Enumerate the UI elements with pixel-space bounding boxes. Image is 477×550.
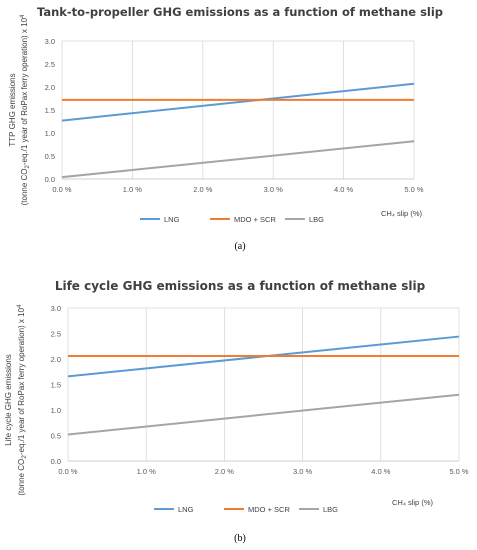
y-tick-label: 0.0 xyxy=(51,457,61,466)
chart-title: Life cycle GHG emissions as a function o… xyxy=(55,279,426,293)
x-axis-label: CH₄ slip (%) xyxy=(392,498,433,507)
x-tick-label: 0.0 % xyxy=(52,185,72,194)
x-tick-label: 0.0 % xyxy=(58,467,78,476)
y-axis-label-line1: Life cycle GHG emissions xyxy=(4,354,13,446)
y-tick-label: 1.0 xyxy=(51,406,61,415)
legend: LNG MDO + SCR LBG xyxy=(140,215,324,224)
x-tick-label: 1.0 % xyxy=(123,185,143,194)
x-tick-label: 2.0 % xyxy=(193,185,213,194)
y-tick-label: 3.0 xyxy=(45,37,55,46)
y-axis-label-line1: TTP GHG emissions xyxy=(8,73,17,146)
x-tick-label: 4.0 % xyxy=(334,185,354,194)
y-axis-label-line2: (tonne CO2-eq./1 year of RoPax ferry ope… xyxy=(16,304,28,496)
legend-label: LBG xyxy=(323,505,338,514)
y-tick-label: 0.5 xyxy=(45,152,55,161)
y-tick-label: 1.0 xyxy=(45,129,55,138)
chart-ttp-ghg: Tank-to-propeller GHG emissions as a fun… xyxy=(8,5,443,252)
legend-label: MDO + SCR xyxy=(248,505,290,514)
legend-label: MDO + SCR xyxy=(234,215,276,224)
x-tick-label: 5.0 % xyxy=(449,467,469,476)
legend-label: LNG xyxy=(178,505,194,514)
y-axis-label-line2: (tonne CO2-eq./1 year of RoPax ferry ope… xyxy=(20,14,31,205)
x-tick-label: 4.0 % xyxy=(371,467,391,476)
y-tick-label: 1.5 xyxy=(51,381,61,390)
y-tick-label: 2.5 xyxy=(51,330,61,339)
y-tick-label: 2.0 xyxy=(45,83,55,92)
y-tick-label: 0.5 xyxy=(51,432,61,441)
y-tick-label: 1.5 xyxy=(45,106,55,115)
chart-title: Tank-to-propeller GHG emissions as a fun… xyxy=(37,5,443,19)
series-line-lbg xyxy=(67,393,460,436)
y-axis-label: TTP GHG emissions (tonne CO2-eq./1 year … xyxy=(8,14,31,205)
x-tick-label: 3.0 % xyxy=(264,185,284,194)
y-tick-label: 0.0 xyxy=(45,175,55,184)
legend: LNG MDO + SCR LBG xyxy=(154,505,338,514)
y-tick-label: 2.0 xyxy=(51,355,61,364)
x-tick-label: 2.0 % xyxy=(215,467,235,476)
series-line-lng xyxy=(61,82,415,122)
y-tick-label: 2.5 xyxy=(45,60,55,69)
y-axis-label: Life cycle GHG emissions (tonne CO2-eq./… xyxy=(4,304,28,496)
panel-label: (a) xyxy=(234,241,245,252)
legend-label: LBG xyxy=(309,215,324,224)
y-tick-label: 3.0 xyxy=(51,304,61,313)
x-axis-label: CH₄ slip (%) xyxy=(381,209,422,218)
x-tick-label: 1.0 % xyxy=(137,467,157,476)
legend-label: LNG xyxy=(164,215,180,224)
panel-label: (b) xyxy=(234,533,246,544)
series-line-lbg xyxy=(61,140,415,179)
x-tick-label: 5.0 % xyxy=(404,185,424,194)
chart-lifecycle-ghg: Life cycle GHG emissions as a function o… xyxy=(4,279,469,544)
x-tick-label: 3.0 % xyxy=(293,467,313,476)
